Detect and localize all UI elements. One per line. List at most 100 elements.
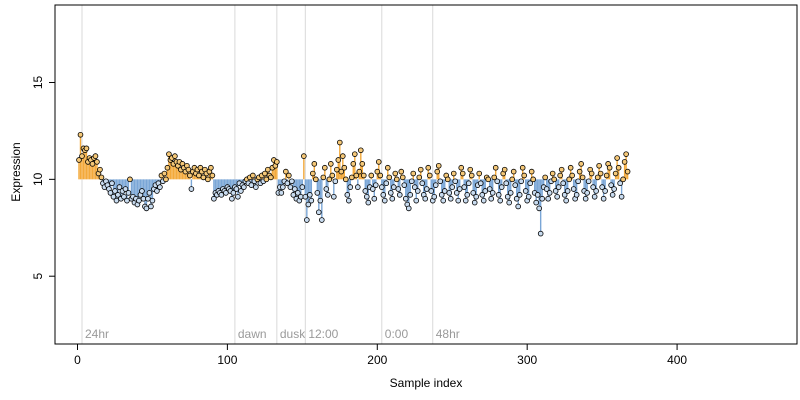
data-point [578,161,584,167]
data-point [335,157,342,163]
data-point [551,176,557,183]
data-point [263,176,270,183]
data-point [205,176,211,183]
data-point [187,172,193,179]
data-point [482,188,489,194]
data-point [386,174,393,181]
data-point [154,188,160,194]
data-point [332,178,339,185]
data-point [353,172,360,179]
y-tick-label: 15 [31,75,45,89]
data-point [377,172,384,179]
data-point [458,164,465,171]
data-point [348,174,355,181]
data-point [545,195,551,202]
data-point [557,172,563,179]
data-point [233,186,240,192]
data-point [218,192,225,198]
data-point [479,192,486,198]
data-point [109,180,115,187]
data-point [600,195,607,202]
data-point [414,188,421,194]
data-point [380,192,387,198]
data-point [467,166,474,173]
data-point [569,172,575,179]
data-point [413,197,420,204]
data-point [374,168,381,175]
data-point [471,199,478,206]
y-axis: 5 10 15 [31,75,55,280]
x-axis: 0 100 200 300 400 [74,344,687,367]
data-point [465,180,472,187]
data-point [561,192,568,198]
data-point [422,195,429,202]
marker-label: 12:00 [308,327,338,341]
data-point [314,190,321,196]
data-point [477,180,484,187]
y-tick-label: 5 [31,273,45,280]
data-point [211,195,217,202]
data-point [602,188,608,194]
data-point [539,195,545,202]
data-point [331,193,337,200]
data-point [200,174,207,181]
data-point [618,193,625,200]
data-point [401,182,408,188]
data-point [268,174,274,181]
data-point [83,145,90,152]
data-point [576,168,583,175]
data-point [596,162,602,169]
data-point [121,193,127,200]
data-point [558,166,565,173]
data-point [92,153,99,159]
data-point [392,170,399,177]
data-point [608,182,614,188]
data-point [122,186,129,192]
data-point [163,176,169,183]
data-point [554,193,560,200]
data-point [340,153,346,159]
data-point [485,176,492,183]
data-point [542,174,548,181]
data-point [338,168,345,175]
data-point [381,197,388,204]
marker-label: dusk [280,327,306,341]
data-point [515,203,521,210]
data-point [530,176,536,183]
data-point [536,205,542,212]
data-point [461,184,468,190]
data-point [326,176,333,183]
data-point [623,151,629,157]
data-point [337,139,343,146]
data-point [573,192,580,198]
data-point [354,184,361,190]
data-point [325,192,331,198]
marker-label: 24hr [85,327,109,341]
data-point [555,184,562,190]
data-point [344,192,351,198]
data-point [280,184,286,190]
data-point [289,178,295,185]
data-point [519,164,526,171]
data-point [416,174,423,181]
data-point [371,195,378,202]
data-point [410,170,417,177]
data-point [113,197,120,204]
data-point [115,192,121,198]
data-point [570,186,577,192]
data-point [495,192,502,198]
data-point [446,190,453,196]
data-point [319,217,325,223]
data-points [76,131,631,237]
x-tick-label: 400 [667,353,687,367]
data-point [614,155,620,161]
data-point [609,192,616,198]
data-point [450,170,457,177]
data-point [316,209,322,216]
data-point [615,164,622,171]
data-point [253,184,259,190]
data-point [238,188,244,194]
data-point [464,192,471,198]
data-point [143,205,150,212]
